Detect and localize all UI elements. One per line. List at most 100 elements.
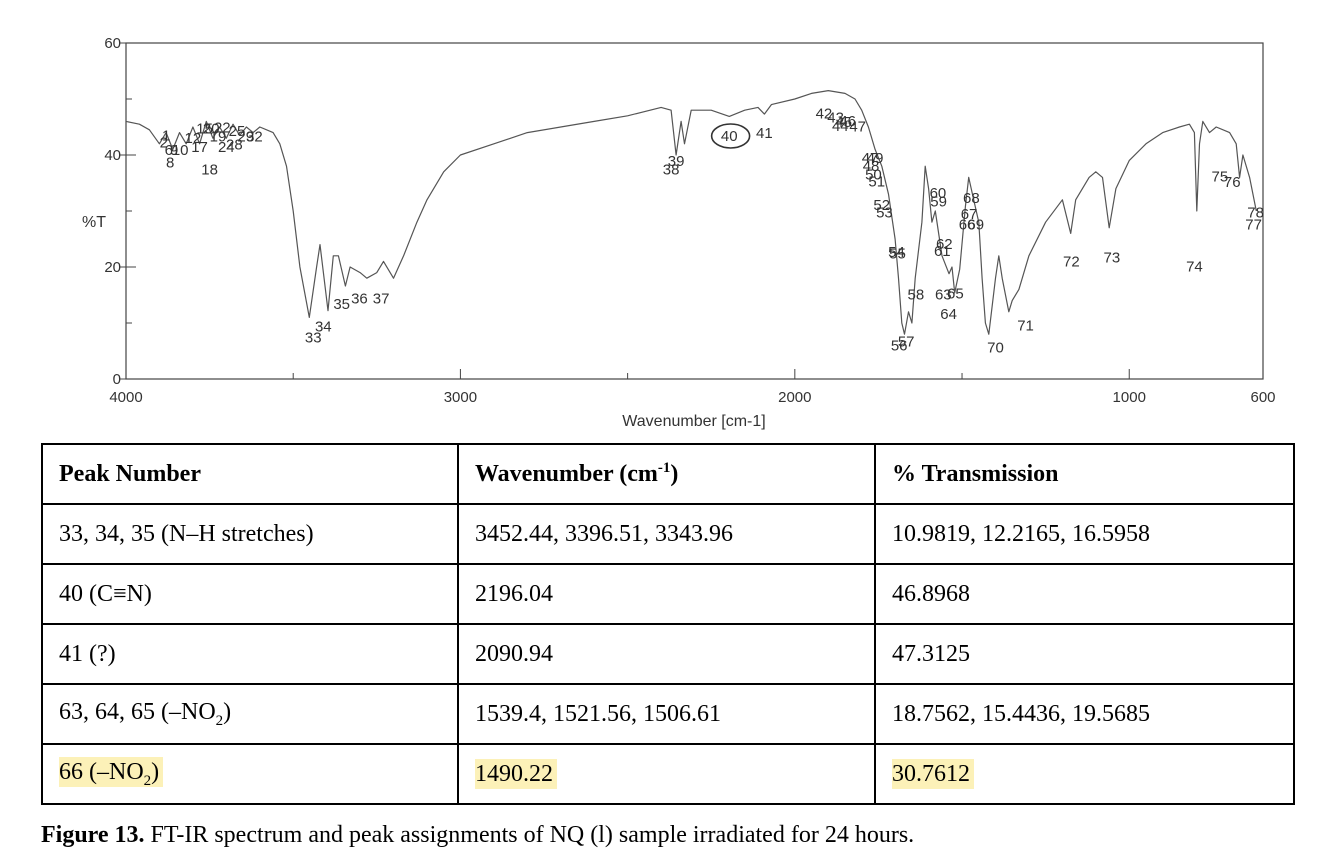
peak-label: 66 bbox=[959, 216, 976, 233]
table-row: 40 (C≡N) 2196.04 46.8968 bbox=[41, 563, 1295, 625]
peak-label: 35 bbox=[333, 296, 350, 313]
peak-label: 24 bbox=[218, 139, 235, 156]
peak-label: 37 bbox=[373, 290, 390, 307]
y-tick-label: 0 bbox=[113, 371, 121, 388]
peak-label: 2 bbox=[160, 135, 168, 152]
peak-label: 9 bbox=[170, 142, 178, 159]
peak-label: 67 bbox=[961, 206, 978, 223]
y-tick-label: 40 bbox=[104, 147, 121, 164]
peak-label: 20 bbox=[203, 121, 220, 138]
peak-label: 73 bbox=[1104, 250, 1121, 267]
x-axis-label: Wavenumber [cm-1] bbox=[622, 413, 765, 430]
peak-label: 25 bbox=[229, 123, 246, 140]
peak-label: 19 bbox=[210, 129, 227, 146]
highlight-mark: 1490.22 bbox=[475, 758, 557, 789]
caption-label: Figure 13. bbox=[41, 822, 145, 848]
table-row: 33, 34, 35 (N–H stretches) 3452.44, 3396… bbox=[41, 503, 1295, 565]
peak-label: 10 bbox=[172, 142, 189, 159]
peak-label: 8 bbox=[166, 154, 174, 171]
peak-label: 43 bbox=[827, 110, 844, 127]
peak-label: 64 bbox=[940, 306, 957, 323]
peak-label: 72 bbox=[1063, 253, 1080, 270]
table-row-highlighted: 66 (–NO2) 1490.22 30.7612 bbox=[41, 743, 1295, 805]
peak-label: 61 bbox=[934, 243, 951, 260]
peak-label: 17 bbox=[191, 139, 208, 156]
cell-transmission: 46.8968 bbox=[874, 563, 1295, 625]
cell-wavenumber: 2090.94 bbox=[457, 623, 876, 685]
peak-label: 58 bbox=[908, 286, 925, 303]
table-row: 41 (?) 2090.94 47.3125 bbox=[41, 623, 1295, 685]
cell-peak: 41 (?) bbox=[41, 623, 459, 685]
peak-label: 57 bbox=[898, 334, 915, 351]
peak-label: 44 bbox=[832, 118, 849, 135]
peak-label: 29 bbox=[237, 129, 254, 146]
peak-label: 45 bbox=[835, 114, 852, 131]
peak-label: 22 bbox=[214, 120, 231, 137]
peak-label: 50 bbox=[865, 167, 882, 184]
peak-label: 49 bbox=[867, 150, 884, 167]
peak-label: 41 bbox=[756, 125, 773, 142]
cell-wavenumber: 1490.22 bbox=[457, 743, 876, 805]
x-tick-label: 600 bbox=[1250, 389, 1275, 406]
peak-label: 47 bbox=[849, 118, 866, 135]
peak-label: 51 bbox=[868, 173, 885, 190]
spectrum-line bbox=[125, 90, 1257, 335]
caption-text: FT-IR spectrum and peak assignments of N… bbox=[144, 822, 915, 848]
peak-label: 28 bbox=[226, 136, 243, 153]
peak-label: 40 bbox=[721, 128, 738, 145]
peak-label: 78 bbox=[1247, 205, 1264, 222]
plot-frame bbox=[125, 42, 1264, 380]
cell-transmission: 18.7562, 15.4436, 19.5685 bbox=[874, 683, 1295, 745]
highlight-mark: 66 (–NO2) bbox=[59, 756, 164, 788]
cell-transmission: 10.9819, 12.2165, 16.5958 bbox=[874, 503, 1295, 565]
spectrum-series bbox=[125, 90, 1257, 335]
peak-label: 42 bbox=[816, 106, 833, 123]
peak-label: 46 bbox=[839, 113, 856, 130]
peak-label: 52 bbox=[873, 197, 890, 214]
peak-label: 32 bbox=[246, 129, 263, 146]
peak-label: 12 bbox=[185, 130, 202, 147]
cell-wavenumber: 3452.44, 3396.51, 3343.96 bbox=[457, 503, 876, 565]
cell-wavenumber: 2196.04 bbox=[457, 563, 876, 625]
highlight-mark: 30.7612 bbox=[892, 758, 974, 789]
cell-transmission: 30.7612 bbox=[874, 743, 1295, 805]
peak-label: 6 bbox=[165, 142, 173, 159]
cell-wavenumber: 1539.4, 1521.56, 1506.61 bbox=[457, 683, 876, 745]
cell-peak: 40 (C≡N) bbox=[41, 563, 459, 625]
x-tick-label: 3000 bbox=[444, 389, 477, 406]
peak-label: 76 bbox=[1224, 174, 1241, 191]
y-axis-label: %T bbox=[82, 214, 106, 231]
peak-label: 77 bbox=[1245, 216, 1262, 233]
peak-label: 48 bbox=[863, 158, 880, 175]
peak-label: 54 bbox=[888, 244, 905, 261]
table-header-row: Peak Number Wavenumber (cm-1) % Transmis… bbox=[41, 443, 1295, 505]
peak-label: 56 bbox=[891, 337, 908, 354]
peak-label: 74 bbox=[1186, 258, 1203, 275]
peak-label: 59 bbox=[930, 194, 947, 211]
header-peak-number: Peak Number bbox=[41, 443, 459, 505]
peak-label: 63 bbox=[935, 286, 952, 303]
table-row: 63, 64, 65 (–NO2) 1539.4, 1521.56, 1506.… bbox=[41, 683, 1295, 745]
cell-peak: 33, 34, 35 (N–H stretches) bbox=[41, 503, 459, 565]
peak-label: 1 bbox=[162, 127, 170, 144]
peak-label: 69 bbox=[967, 216, 984, 233]
peak-label: 47 bbox=[862, 150, 879, 167]
y-tick-label: 20 bbox=[104, 259, 121, 276]
figure-caption: Figure 13. FT-IR spectrum and peak assig… bbox=[41, 822, 914, 849]
annotation-circle bbox=[710, 123, 751, 149]
peak-label: 60 bbox=[930, 185, 947, 202]
plot-border bbox=[125, 42, 1264, 380]
x-tick-label: 1000 bbox=[1113, 389, 1146, 406]
peak-label: 15 bbox=[196, 121, 213, 138]
peak-label: 70 bbox=[987, 340, 1004, 357]
peak-label: 65 bbox=[947, 285, 964, 302]
peak-label: 18 bbox=[201, 162, 218, 179]
peak-label: 39 bbox=[668, 153, 685, 170]
header-transmission: % Transmission bbox=[874, 443, 1295, 505]
x-tick-label: 2000 bbox=[778, 389, 811, 406]
peak-label: 68 bbox=[963, 190, 980, 207]
cell-peak: 66 (–NO2) bbox=[41, 743, 459, 805]
peak-label: 36 bbox=[351, 290, 368, 307]
header-wavenumber: Wavenumber (cm-1) bbox=[457, 443, 876, 505]
